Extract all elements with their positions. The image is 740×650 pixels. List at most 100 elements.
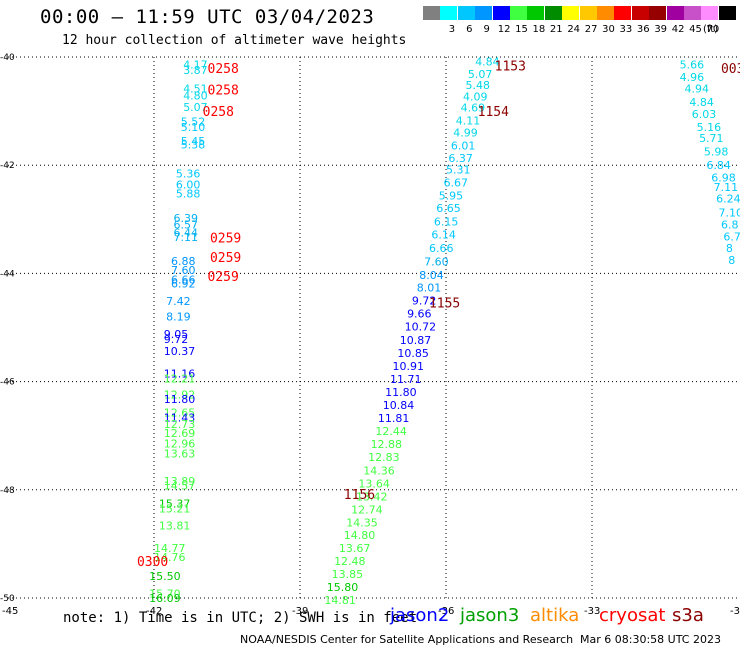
data-label: 6.44 [173,226,198,239]
satellite-jason3: jason3 [460,605,520,626]
data-label: 4.51 [183,82,208,95]
x-tick-label: -33 [584,606,600,617]
data-label: 6.66 [429,242,454,255]
scale-label: 45 [689,24,702,35]
data-label: 12.88 [371,438,403,451]
scale-swatch [718,6,736,20]
data-label: 12.83 [368,451,400,464]
time-label: 1156 [344,488,375,503]
data-label: 6.15 [434,215,459,228]
data-label: 6.66 [171,273,196,286]
data-label: 14.76 [154,551,186,564]
data-label: 11.81 [378,412,410,425]
data-label: 6.92 [171,278,196,291]
data-label: 13.67 [339,542,371,555]
data-label: 5.88 [176,187,201,200]
scale-swatch [475,6,493,20]
data-label: 13.63 [164,448,196,461]
data-label: 13.42 [356,490,388,503]
y-tick-label: -42 [0,161,15,171]
satellite-s3a: s3a [672,605,704,626]
data-label: 9.66 [407,307,432,320]
data-label: 6.65 [436,202,461,215]
data-label: 7.60 [424,255,449,268]
y-tick-label: -44 [0,269,15,279]
scale-swatch [614,6,632,20]
data-label: 13.85 [332,568,364,581]
data-label: 15.50 [149,570,181,583]
data-label: 6.67 [444,177,469,190]
scale-label: 24 [567,24,581,35]
chart-subtitle: 12 hour collection of altimeter wave hei… [62,33,407,48]
data-label: 15.70 [149,588,181,601]
data-label: 6.39 [173,212,198,225]
color-scale-unit: (ft) [703,24,719,35]
scale-swatch [440,6,458,20]
data-label: 4.11 [456,114,481,127]
data-label: 6.57 [173,219,198,232]
scale-label: 3 [448,24,456,35]
data-label: 12.21 [164,372,196,385]
scale-label: 30 [602,24,615,35]
scale-swatch [457,6,475,20]
scale-label: 6 [466,24,473,35]
data-label: 4.84 [475,55,500,68]
data-label: 6.98 [711,172,736,185]
data-label: 10.91 [392,360,424,373]
data-label: 4.80 [183,89,208,102]
time-label: 0258 [203,105,234,120]
scale-label: 18 [532,24,546,35]
time-label: 0258 [208,62,239,77]
credit-line: NOAA/NESDIS Center for Satellite Applica… [240,633,574,646]
time-label: 1155 [429,297,460,312]
data-label: 4.17 [183,59,208,72]
data-label: 3.87 [183,64,208,77]
data-label: 10.72 [405,320,437,333]
data-label: 11.43 [164,411,196,424]
data-label: 14.77 [154,542,186,555]
data-label: 5.36 [176,167,201,180]
y-tick-label: -48 [0,486,15,496]
data-label: 5.66 [680,59,705,72]
data-label: 12.65 [164,406,196,419]
data-label: 5.71 [699,132,724,145]
time-label: 1153 [495,60,526,75]
data-label: 4.84 [689,96,714,109]
chart-title: 00:00 – 11:59 UTC 03/04/2023 [40,6,375,28]
data-label: 14.36 [363,464,395,477]
satellite-jason2: jason2 [390,605,450,626]
data-label: 9.72 [412,294,437,307]
data-label: 14.57 [164,479,196,492]
scale-swatch [544,6,562,20]
data-label: 10.84 [383,399,415,412]
data-label: 11.80 [164,393,196,406]
time-label: 0259 [210,251,241,266]
data-label: 8.04 [419,269,444,282]
data-label: 13.64 [358,477,390,490]
time-label: 0258 [208,83,239,98]
data-label: 10.87 [400,334,432,347]
scale-label: 70 [706,24,720,35]
data-label: 4.99 [453,127,478,140]
data-label: 12.96 [164,437,196,450]
data-label: 6.37 [448,152,473,165]
data-label: 8 [728,254,735,267]
scale-swatch [666,6,684,20]
data-label: 6.88 [171,255,196,268]
data-label: 12.73 [164,418,196,431]
data-label: 4.94 [684,82,709,95]
x-tick-label: -39 [292,606,308,617]
data-label: 7.60 [171,264,196,277]
time-label: 0300 [137,555,168,570]
data-label: 5.07 [183,101,208,114]
data-label: 5.45 [181,135,206,148]
scale-swatch [579,6,597,20]
scale-label: 39 [654,24,668,35]
scale-label: 36 [636,24,650,35]
data-label: 5.95 [439,189,464,202]
data-label: 12.74 [351,503,383,516]
data-label: 5.31 [446,164,471,177]
data-label: 10.85 [397,347,429,360]
time-label: 0259 [210,232,241,247]
